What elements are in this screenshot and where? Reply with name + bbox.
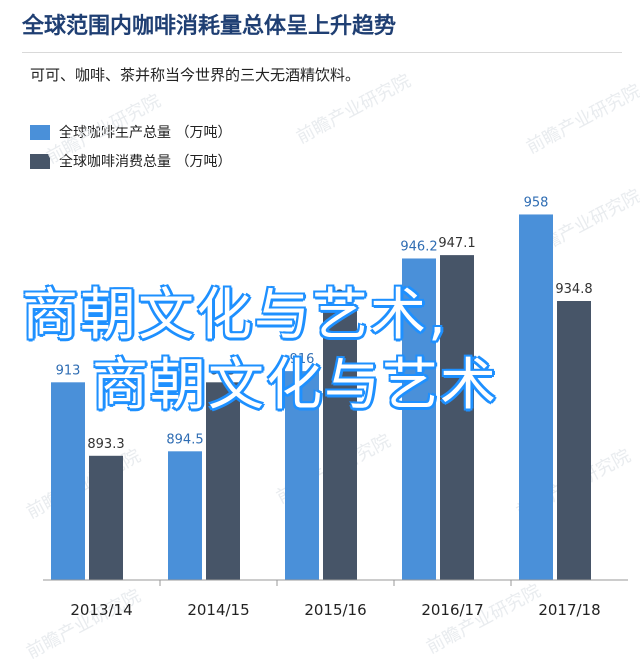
legend-label-consumption: 全球咖啡消费总量 （万吨） — [59, 154, 232, 170]
data-label: 933 — [328, 289, 353, 304]
legend-item-production: 全球咖啡生产总量 （万吨） — [30, 123, 231, 141]
data-label: 958 — [524, 195, 549, 210]
bar-consumption — [323, 307, 357, 580]
bar-production — [168, 451, 202, 580]
data-label: 916 — [290, 352, 315, 367]
bar-consumption — [89, 455, 123, 580]
legend-swatch-production — [30, 124, 50, 140]
legend-swatch-consumption — [30, 153, 50, 169]
chart-subtitle: 可可、咖啡、茶并称当今世界的三大无酒精饮料。 — [30, 66, 361, 84]
overlay-text-2: 商朝文化与艺术 — [92, 353, 498, 418]
title-divider — [22, 52, 622, 53]
bar-consumption — [557, 300, 591, 580]
data-label: 946.2 — [400, 239, 437, 254]
bar-production — [51, 382, 85, 580]
x-tick-label: 2016/17 — [421, 601, 483, 619]
chart-title: 全球范围内咖啡消耗量总体呈上升趋势 — [22, 14, 397, 39]
data-label: 913 — [56, 363, 81, 378]
bar-production — [519, 214, 553, 580]
x-tick-label: 2014/15 — [187, 601, 249, 619]
data-label: 934.8 — [555, 282, 592, 297]
x-tick-label: 2015/16 — [304, 601, 366, 619]
bar-production — [285, 371, 319, 580]
data-label: 947.1 — [438, 236, 475, 251]
x-tick-label: 2017/18 — [538, 601, 600, 619]
data-label: 894.5 — [166, 432, 203, 447]
legend-label-production: 全球咖啡生产总量 （万吨） — [59, 125, 232, 141]
bar-production — [402, 258, 436, 580]
overlay-text-1: 商朝文化与艺术, — [22, 283, 448, 348]
x-tick-label: 2013/14 — [70, 601, 132, 619]
bar-consumption — [440, 255, 474, 580]
bar-consumption — [206, 382, 240, 580]
data-label: 893.3 — [87, 437, 124, 452]
legend-item-consumption: 全球咖啡消费总量 （万吨） — [30, 152, 231, 170]
data-label: 913 — [211, 363, 236, 378]
